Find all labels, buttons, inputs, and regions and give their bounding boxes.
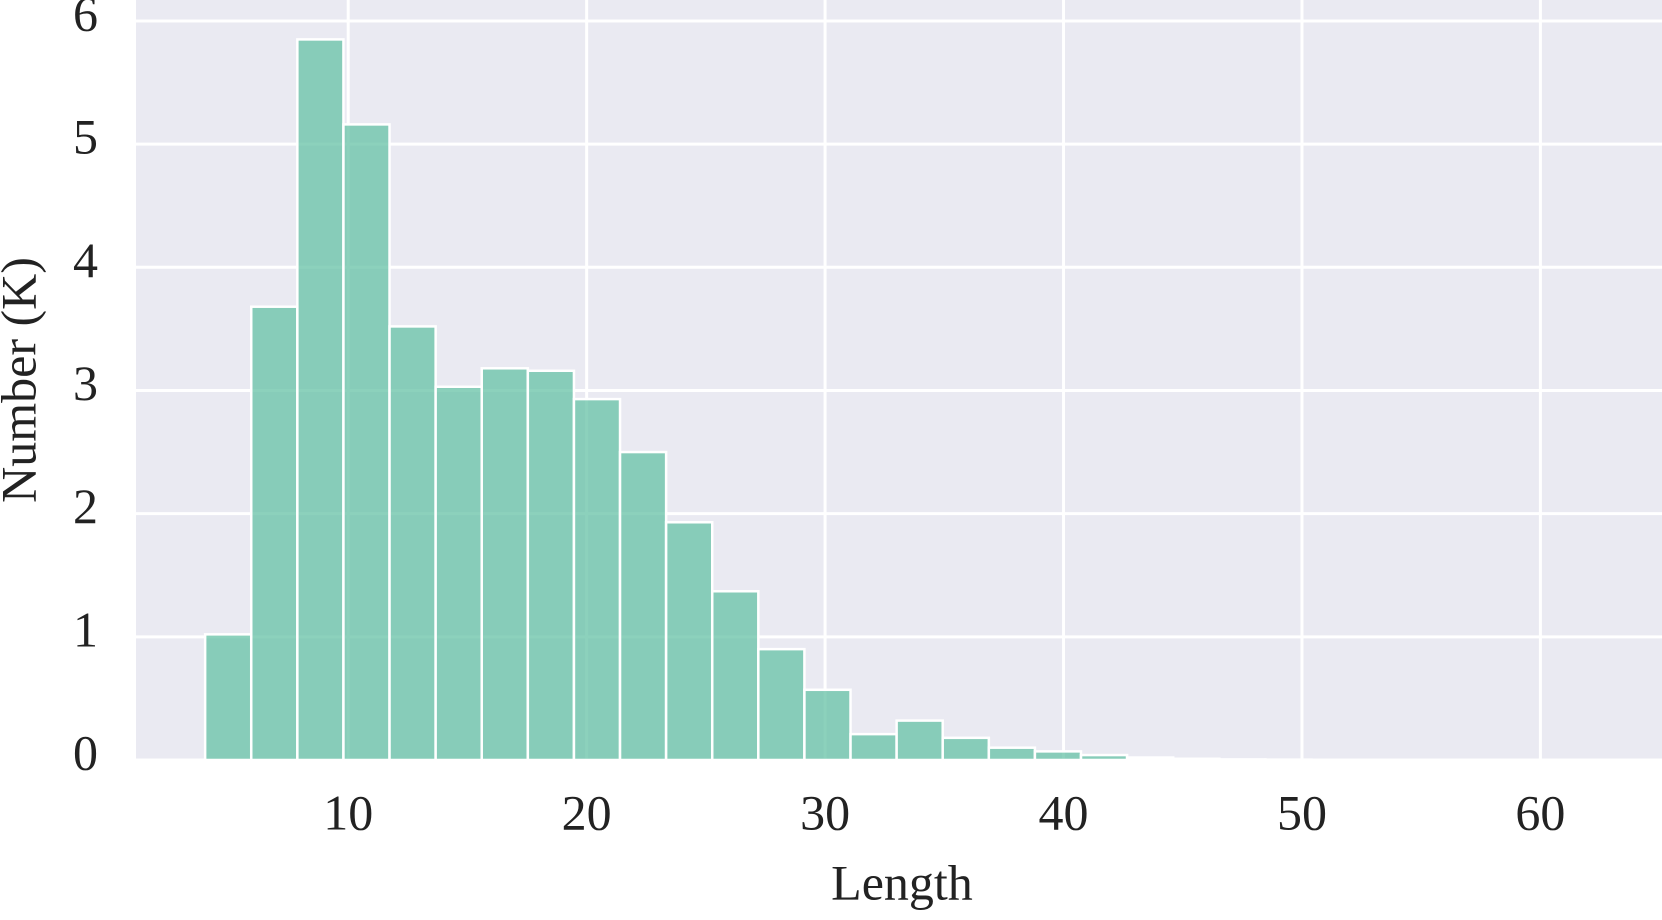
x-tick-label: 10 [323, 784, 373, 840]
bar [526, 369, 576, 762]
bar [1218, 758, 1267, 762]
bar [434, 385, 483, 762]
y-tick-label: 5 [73, 109, 98, 165]
bar [572, 397, 622, 762]
bar [296, 38, 345, 762]
x-tick-label: 40 [1039, 784, 1089, 840]
x-tick-label: 50 [1277, 784, 1327, 840]
y-tick-label: 6 [73, 0, 98, 41]
bar [895, 719, 944, 762]
y-tick-label: 2 [73, 478, 98, 534]
bar [388, 325, 437, 762]
bar [249, 305, 299, 762]
x-tick-label: 60 [1515, 784, 1565, 840]
bar [480, 367, 530, 762]
bar [849, 732, 898, 762]
bar [664, 521, 714, 762]
y-tick-label: 1 [73, 601, 98, 657]
x-tick-label: 30 [800, 784, 850, 840]
y-tick-label: 0 [73, 724, 98, 780]
y-tick-label: 4 [73, 232, 98, 288]
bars [203, 38, 1590, 762]
x-tick-label: 20 [562, 784, 612, 840]
x-axis-label: Length [831, 854, 973, 910]
bar [710, 589, 760, 762]
bar [941, 736, 991, 762]
bar [1033, 750, 1083, 762]
tick-labels: 0 1 2 3 4 5 6 10 20 30 40 50 60 [73, 0, 1565, 840]
y-tick-label: 3 [73, 355, 98, 411]
bar [757, 647, 806, 762]
bar [803, 688, 852, 762]
bar [1125, 756, 1175, 762]
bar [987, 746, 1037, 762]
bar [1079, 753, 1129, 762]
bar [342, 123, 391, 762]
bar [203, 633, 253, 762]
bar [618, 450, 668, 762]
bar [1171, 757, 1221, 762]
y-axis-label: Number (K) [0, 257, 46, 503]
